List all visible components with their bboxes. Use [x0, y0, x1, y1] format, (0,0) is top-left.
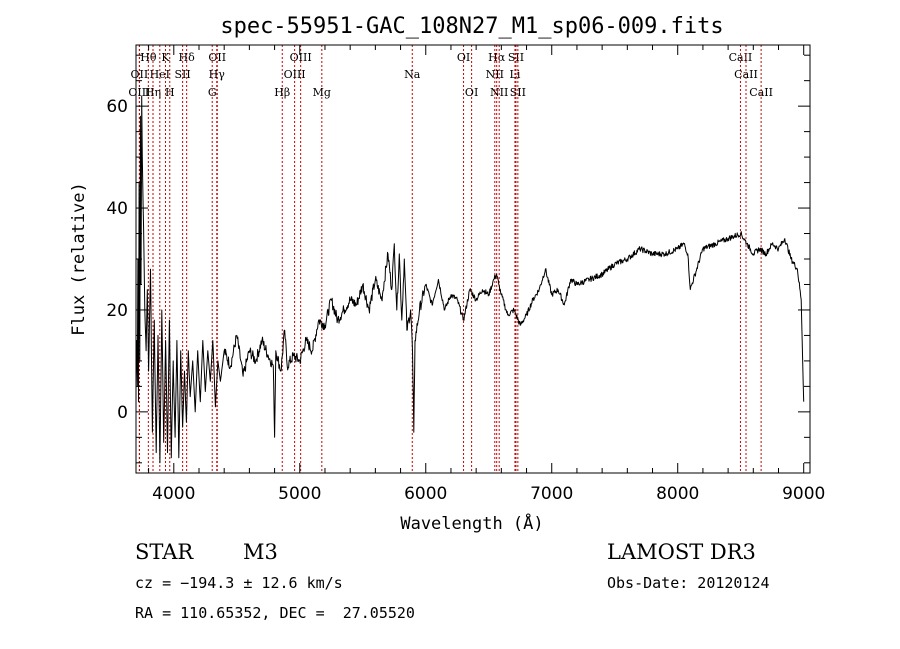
line-marker-label: Hδ [179, 51, 196, 64]
line-marker-label: SII [510, 86, 526, 99]
line-marker-label: SII [174, 68, 190, 81]
line-marker-label: HeI [150, 68, 170, 81]
line-marker-label: NII [486, 68, 504, 81]
line-marker-label: Hη [145, 86, 161, 99]
line-marker-label: G [208, 86, 217, 99]
line-marker-label: OIII [290, 51, 312, 64]
x-tick-label: 7000 [530, 484, 573, 504]
line-marker-label: OIII [284, 68, 306, 81]
observation-date: Obs-Date: 20120124 [607, 574, 770, 592]
x-tick-label: 4000 [152, 484, 195, 504]
y-tick-label: 60 [106, 97, 128, 117]
spectrum-line [135, 95, 805, 464]
axes: 4000 5000 6000 7000 8000 9000 0 20 40 60 [106, 45, 825, 504]
y-tick-label: 20 [106, 301, 128, 321]
line-marker-label: OI [465, 86, 478, 99]
plot-frame [135, 44, 811, 474]
x-tick-label: 8000 [656, 484, 699, 504]
y-tick-label: 0 [117, 403, 128, 423]
line-marker-label: CaII [749, 86, 773, 99]
coordinates: RA = 110.65352, DEC = 27.05520 [135, 604, 415, 622]
line-marker-label: Hγ [209, 68, 226, 81]
line-marker-label: Na [404, 68, 421, 81]
line-marker-label: Hβ [274, 86, 290, 99]
spectrum-layer [135, 95, 805, 464]
line-marker-label: CaII [734, 68, 758, 81]
x-axis-label: Wavelength (Å) [400, 512, 543, 534]
y-axis-label: Flux (relative) [69, 182, 89, 336]
chart-title: spec-55951-GAC_108N27_M1_sp06-009.fits [220, 14, 723, 39]
survey-name: LAMOST DR3 [607, 540, 756, 564]
object-class: STAR [135, 540, 194, 564]
line-marker-label: CaII [729, 51, 753, 64]
object-subclass: M3 [243, 540, 278, 564]
line-marker-label: NII [490, 86, 508, 99]
x-tick-label: 6000 [404, 484, 447, 504]
line-marker-label: K [161, 51, 170, 64]
y-tick-label: 40 [106, 199, 128, 219]
line-marker-label: Hθ [140, 51, 157, 64]
line-marker-label: Hα [488, 51, 506, 64]
line-marker-label: Li [510, 68, 521, 81]
line-marker-label: OI [457, 51, 470, 64]
line-marker-label: OIII [128, 86, 150, 99]
redshift-cz: cz = −194.3 ± 12.6 km/s [135, 574, 343, 592]
line-marker-label: H [165, 86, 175, 99]
line-marker-label: SII [508, 51, 524, 64]
x-tick-label: 5000 [278, 484, 321, 504]
line-marker-label: OII [208, 51, 226, 64]
line-marker-label: Mg [313, 86, 331, 99]
x-tick-label: 9000 [782, 484, 825, 504]
